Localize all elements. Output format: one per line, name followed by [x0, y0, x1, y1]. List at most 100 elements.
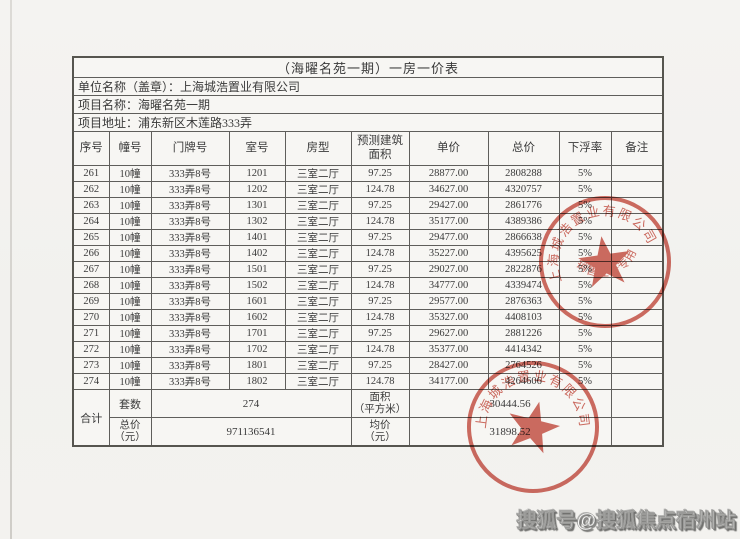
table-cell: 262	[72, 181, 110, 198]
table-cell: 124.78	[350, 373, 410, 390]
summary-area-label-line1: 面积	[369, 391, 391, 403]
header-doorplate: 门牌号	[150, 131, 230, 166]
project-row: 项目名称：海曜名苑一期	[72, 95, 664, 114]
table-cell: 10幢	[108, 277, 152, 294]
table-cell: 1801	[228, 357, 286, 374]
table-cell: 1602	[228, 309, 286, 326]
header-remark: 备注	[610, 131, 664, 166]
table-cell: 三室二厅	[284, 373, 352, 390]
table-cell: 三室二厅	[284, 325, 352, 342]
table-row: 265 10幢 333弄8号 1401 三室二厅 97.25 29477.00 2866638…	[72, 229, 664, 246]
table-cell: 124.78	[350, 341, 410, 358]
table-cell: 273	[72, 357, 110, 374]
table-cell: 267	[72, 261, 110, 278]
table-cell: 三室二厅	[284, 197, 352, 214]
summary-avg-label: 均价 （元）	[350, 417, 410, 447]
table-cell: 333弄8号	[150, 373, 230, 390]
summary-row-price: 总价 （元） 971136541 均价 （元） 31898.52	[73, 417, 664, 447]
table-cell: 333弄8号	[150, 309, 230, 326]
table-cell: 269	[72, 293, 110, 310]
table-cell: 三室二厅	[284, 165, 352, 182]
summary-area-label: 面积 （平方米）	[350, 389, 410, 418]
page-edge-line	[10, 0, 12, 539]
table-cell: 10幢	[108, 325, 152, 342]
price-table: （海曜名苑一期）一房一价表 单位名称（盖章）：上海城浩置业有限公司 项目名称：海…	[72, 56, 665, 447]
watermark-text: 搜狐号@搜狐焦点宿州站	[516, 510, 736, 533]
table-cell: 10幢	[108, 373, 152, 390]
table-cell: 1401	[228, 229, 286, 246]
table-cell: 272	[72, 341, 110, 358]
table-cell: 1501	[228, 261, 286, 278]
table-cell: 333弄8号	[150, 181, 230, 198]
summary-avg-value: 31898.52	[408, 417, 612, 447]
table-cell: 333弄8号	[150, 229, 230, 246]
company-row: 单位名称（盖章）：上海城浩置业有限公司	[72, 77, 664, 96]
table-row: 272 10幢 333弄8号 1702 三室二厅 124.78 35377.00 441434…	[72, 341, 664, 358]
table-row: 273 10幢 333弄8号 1801 三室二厅 97.25 28427.00 2764526…	[72, 357, 664, 374]
table-cell: 10幢	[108, 261, 152, 278]
header-building: 幢号	[108, 131, 152, 166]
table-cell: 35327.00	[408, 309, 489, 326]
table-cell: 124.78	[350, 309, 410, 326]
table-cell	[610, 165, 664, 182]
table-cell: 97.25	[350, 357, 410, 374]
table-header-row: 序号 幢号 门牌号 室号 房型 预测建筑面积 单价 总价 下浮率 备注	[72, 131, 664, 166]
table-cell: 10幢	[108, 165, 152, 182]
summary-row-units: 合计 套数 274 面积 （平方米） 30444.56	[72, 389, 664, 447]
table-cell: 29027.00	[408, 261, 489, 278]
table-row: 261 10幢 333弄8号 1201 三室二厅 97.25 28877.00 2808288…	[72, 165, 664, 182]
table-cell: 1802	[228, 373, 286, 390]
table-cell: 264	[72, 213, 110, 230]
table-cell: 29427.00	[408, 197, 489, 214]
table-cell: 333弄8号	[150, 213, 230, 230]
table-title-row: （海曜名苑一期）一房一价表	[72, 56, 664, 78]
summary-avg-label-line2: （元）	[364, 431, 396, 443]
table-row: 271 10幢 333弄8号 1701 三室二厅 97.25 29627.00 2881226…	[72, 325, 664, 342]
summary-area-value: 30444.56	[408, 389, 612, 418]
table-row: 268 10幢 333弄8号 1502 三室二厅 124.78 34777.00 433947…	[72, 277, 664, 294]
header-layout: 房型	[284, 131, 352, 166]
project-name-line: 项目名称：海曜名苑一期	[72, 95, 664, 114]
table-cell: 274	[72, 373, 110, 390]
table-cell: 29577.00	[408, 293, 489, 310]
table-cell: 333弄8号	[150, 357, 230, 374]
table-title: （海曜名苑一期）一房一价表	[72, 56, 664, 78]
table-cell: 1701	[228, 325, 286, 342]
star-icon	[509, 401, 561, 454]
summary-total-label: 合计	[72, 389, 110, 447]
table-cell: 10幢	[108, 213, 152, 230]
table-cell: 1302	[228, 213, 286, 230]
table-cell: 三室二厅	[284, 213, 352, 230]
table-cell: 10幢	[108, 197, 152, 214]
table-cell: 261	[72, 165, 110, 182]
table-cell: 29627.00	[408, 325, 489, 342]
table-cell: 333弄8号	[150, 197, 230, 214]
table-cell: 35227.00	[408, 245, 489, 262]
summary-remark-cell-b	[610, 417, 664, 447]
table-cell: 1301	[228, 197, 286, 214]
red-seal-upper: 上海城浩置业有限公司 销售业务专用章	[530, 187, 671, 328]
table-row: 270 10幢 333弄8号 1602 三室二厅 124.78 35327.00 440810…	[72, 309, 664, 326]
table-cell: 124.78	[350, 181, 410, 198]
table-row: 266 10幢 333弄8号 1402 三室二厅 124.78 35227.00 439562…	[72, 245, 664, 262]
table-cell: 三室二厅	[284, 181, 352, 198]
table-cell: 333弄8号	[150, 341, 230, 358]
summary-price-label-line2: （元）	[114, 431, 146, 443]
address-row: 项目地址：浦东新区木莲路333弄	[72, 113, 664, 132]
table-cell: 97.25	[350, 293, 410, 310]
table-cell: 34777.00	[408, 277, 489, 294]
table-cell: 29477.00	[408, 229, 489, 246]
table-cell: 124.78	[350, 245, 410, 262]
summary-units-value: 274	[150, 389, 352, 418]
table-cell: 97.25	[350, 325, 410, 342]
table-cell: 270	[72, 309, 110, 326]
table-cell: 35177.00	[408, 213, 489, 230]
table-cell: 三室二厅	[284, 357, 352, 374]
table-cell: 10幢	[108, 341, 152, 358]
table-row: 274 10幢 333弄8号 1802 三室二厅 124.78 34177.00 426460…	[72, 373, 664, 390]
table-cell: 1601	[228, 293, 286, 310]
table-cell: 97.25	[350, 197, 410, 214]
header-room: 室号	[228, 131, 286, 166]
table-cell: 333弄8号	[150, 165, 230, 182]
